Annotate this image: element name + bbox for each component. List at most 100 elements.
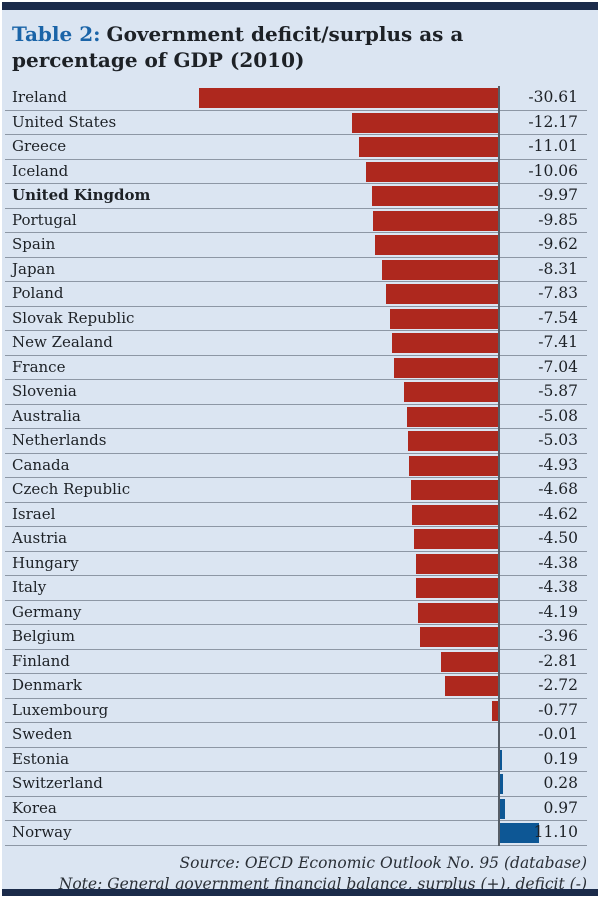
- note-text: Note: General government financial balan…: [58, 874, 587, 893]
- value-label: -7.04: [538, 357, 578, 376]
- value-label: -4.68: [538, 480, 578, 498]
- deficit-bar: [382, 259, 499, 280]
- table-row: Portugal -9.85: [5, 209, 587, 233]
- deficit-bar: [199, 88, 499, 108]
- zero-axis-line: [498, 86, 500, 846]
- deficit-bar: [366, 161, 499, 182]
- value-label: -2.72: [538, 676, 578, 694]
- country-label: Ireland: [12, 88, 67, 106]
- value-label: 0.97: [543, 798, 578, 817]
- deficit-bar: [409, 455, 499, 476]
- table-row: Germany -4.19: [5, 601, 587, 625]
- value-label: -5.87: [538, 382, 578, 400]
- deficit-bar: [372, 186, 499, 206]
- value-label: -4.38: [538, 578, 578, 596]
- chart-title-text: Government deficit/surplus as a percenta…: [12, 22, 464, 72]
- deficit-bar: [352, 112, 499, 133]
- deficit-bar: [408, 431, 499, 451]
- table-row: Czech Republic -4.68: [5, 478, 587, 503]
- chart-footer: Source: OECD Economic Outlook No. 95 (da…: [2, 853, 598, 895]
- country-label: Switzerland: [12, 774, 103, 792]
- table-row: Netherlands -5.03: [5, 429, 587, 454]
- table-row: Greece -11.01: [5, 135, 587, 160]
- table-row: Ireland -30.61: [5, 86, 587, 111]
- table-row: United States -12.17: [5, 111, 587, 135]
- value-label: -4.19: [538, 602, 578, 621]
- table-row: Belgium -3.96: [5, 625, 587, 650]
- deficit-bar: [416, 578, 499, 598]
- country-label: Finland: [12, 651, 70, 670]
- value-label: -5.03: [538, 431, 578, 449]
- value-label: -4.62: [538, 504, 578, 523]
- value-label: -7.41: [538, 333, 578, 351]
- value-label: -3.96: [538, 627, 578, 645]
- deficit-bar: [411, 480, 499, 500]
- table-number-label: Table 2:: [12, 22, 101, 46]
- country-label: Sweden: [12, 725, 73, 743]
- country-label: Denmark: [12, 676, 82, 694]
- value-label: 0.19: [543, 749, 578, 768]
- deficit-bar: [392, 333, 499, 353]
- deficit-bar: [492, 700, 499, 721]
- country-label: Belgium: [12, 627, 75, 645]
- table-row: Japan -8.31: [5, 258, 587, 282]
- value-label: -9.97: [538, 186, 578, 204]
- table-row: Korea 0.97: [5, 797, 587, 821]
- value-label: -9.62: [538, 235, 578, 253]
- deficit-bar: [407, 406, 499, 427]
- deficit-bar: [394, 357, 499, 378]
- country-label: Portugal: [12, 210, 77, 229]
- deficit-bar: [420, 627, 499, 647]
- country-label: Czech Republic: [12, 480, 131, 498]
- deficit-bar: [414, 529, 499, 549]
- country-label: Korea: [12, 798, 57, 817]
- table-row: France -7.04: [5, 356, 587, 380]
- country-label: New Zealand: [12, 333, 113, 351]
- table-row: Italy -4.38: [5, 576, 587, 601]
- value-label: 0.28: [543, 774, 578, 792]
- country-label: Spain: [12, 235, 56, 253]
- value-label: -8.31: [538, 259, 578, 278]
- value-label: -9.85: [538, 210, 578, 229]
- deficit-bar: [404, 382, 499, 402]
- table-row: Spain -9.62: [5, 233, 587, 258]
- deficit-bar: [445, 676, 499, 696]
- country-label: Italy: [12, 578, 47, 596]
- table-row: Slovak Republic -7.54: [5, 307, 587, 331]
- bottom-accent-bar: [2, 889, 598, 896]
- country-label: Slovenia: [12, 382, 77, 400]
- table-row: Canada -4.93: [5, 454, 587, 478]
- chart-title: Table 2: Government deficit/surplus as a …: [2, 10, 547, 86]
- value-label: -7.83: [538, 284, 578, 302]
- value-label: -10.06: [528, 161, 578, 180]
- deficit-bar: [375, 235, 499, 255]
- value-label: -2.81: [538, 651, 578, 670]
- table-row: Hungary -4.38: [5, 552, 587, 576]
- country-label: United States: [12, 112, 117, 131]
- deficit-bar: [373, 210, 499, 231]
- country-label: Iceland: [12, 161, 69, 180]
- country-label: Hungary: [12, 553, 79, 572]
- table-row: Sweden -0.01: [5, 723, 587, 748]
- surplus-bar: [499, 749, 502, 770]
- deficit-bar: [359, 137, 499, 157]
- table-row: Estonia 0.19: [5, 748, 587, 772]
- table-row: Austria -4.50: [5, 527, 587, 552]
- surplus-bar: [499, 798, 505, 819]
- country-label: United Kingdom: [12, 186, 151, 204]
- deficit-bar: [412, 504, 499, 525]
- country-label: France: [12, 357, 66, 376]
- value-label: -5.08: [538, 406, 578, 425]
- deficit-bar: [390, 308, 499, 329]
- table-row: Switzerland 0.28: [5, 772, 587, 797]
- country-label: Canada: [12, 455, 70, 474]
- bar-chart: Ireland -30.61 United States -12.17 Greece -1…: [5, 86, 587, 846]
- table-row: Iceland -10.06: [5, 160, 587, 184]
- value-label: -12.17: [528, 112, 578, 131]
- deficit-bar: [386, 284, 499, 304]
- table-row: Denmark -2.72: [5, 674, 587, 699]
- table-row: United Kingdom -9.97: [5, 184, 587, 209]
- top-accent-bar: [2, 2, 598, 10]
- table-row: Poland -7.83: [5, 282, 587, 307]
